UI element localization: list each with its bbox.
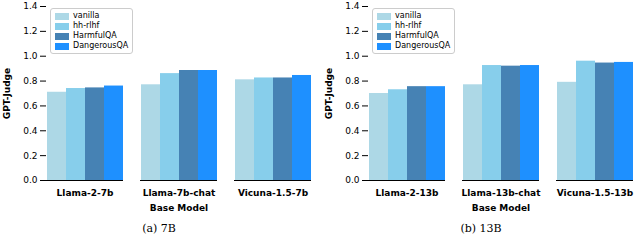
svg-text:Llama-2-7b: Llama-2-7b [57, 188, 114, 198]
html-text:hh-rlhf: hh-rlhf [395, 21, 422, 30]
svg-text:0.8: 0.8 [345, 76, 360, 86]
html-text:vanilla: vanilla [395, 11, 422, 20]
svg-text:1.4: 1.4 [23, 1, 38, 11]
svg-text:0.4: 0.4 [345, 126, 360, 136]
html-text:HarmfulQA: HarmfulQA [395, 31, 439, 40]
svg-text:0.2: 0.2 [23, 151, 37, 161]
svg-text:0.2: 0.2 [345, 151, 359, 161]
svg-text:0.8: 0.8 [23, 76, 38, 86]
html-text:vanilla: vanilla [73, 11, 100, 20]
html-text:(b) 13B: (b) 13B [460, 222, 502, 235]
svg-text:Vicuna-1.5-13b: Vicuna-1.5-13b [557, 188, 634, 198]
svg-text:0.4: 0.4 [23, 126, 38, 136]
svg-text:1.0: 1.0 [345, 51, 360, 61]
html-text:hh-rlhf: hh-rlhf [73, 21, 100, 30]
svg-text:0.6: 0.6 [345, 101, 360, 111]
svg-text:Base Model: Base Model [472, 203, 530, 213]
html-text:DangerousQA: DangerousQA [73, 41, 129, 50]
html-text:DangerousQA: DangerousQA [395, 41, 451, 50]
svg-text:Llama-13b-chat: Llama-13b-chat [462, 188, 542, 198]
html-text:(a) 7B: (a) 7B [142, 222, 176, 235]
svg-text:Llama-2-13b: Llama-2-13b [375, 188, 439, 198]
svg-text:0.0: 0.0 [345, 175, 360, 185]
svg-text:GPT-Judge: GPT-Judge [324, 68, 334, 119]
svg-text:1.4: 1.4 [345, 1, 360, 11]
svg-text:1.0: 1.0 [23, 51, 38, 61]
svg-text:Llama-7b-chat: Llama-7b-chat [143, 188, 216, 198]
svg-text:Base Model: Base Model [150, 203, 208, 213]
html-text:HarmfulQA: HarmfulQA [73, 31, 117, 40]
svg-text:1.2: 1.2 [345, 26, 359, 36]
svg-text:Vicuna-1.5-7b: Vicuna-1.5-7b [238, 188, 309, 198]
svg-text:GPT-Judge: GPT-Judge [2, 68, 12, 119]
svg-text:0.0: 0.0 [23, 175, 38, 185]
svg-text:1.2: 1.2 [23, 26, 37, 36]
svg-text:0.6: 0.6 [23, 101, 38, 111]
